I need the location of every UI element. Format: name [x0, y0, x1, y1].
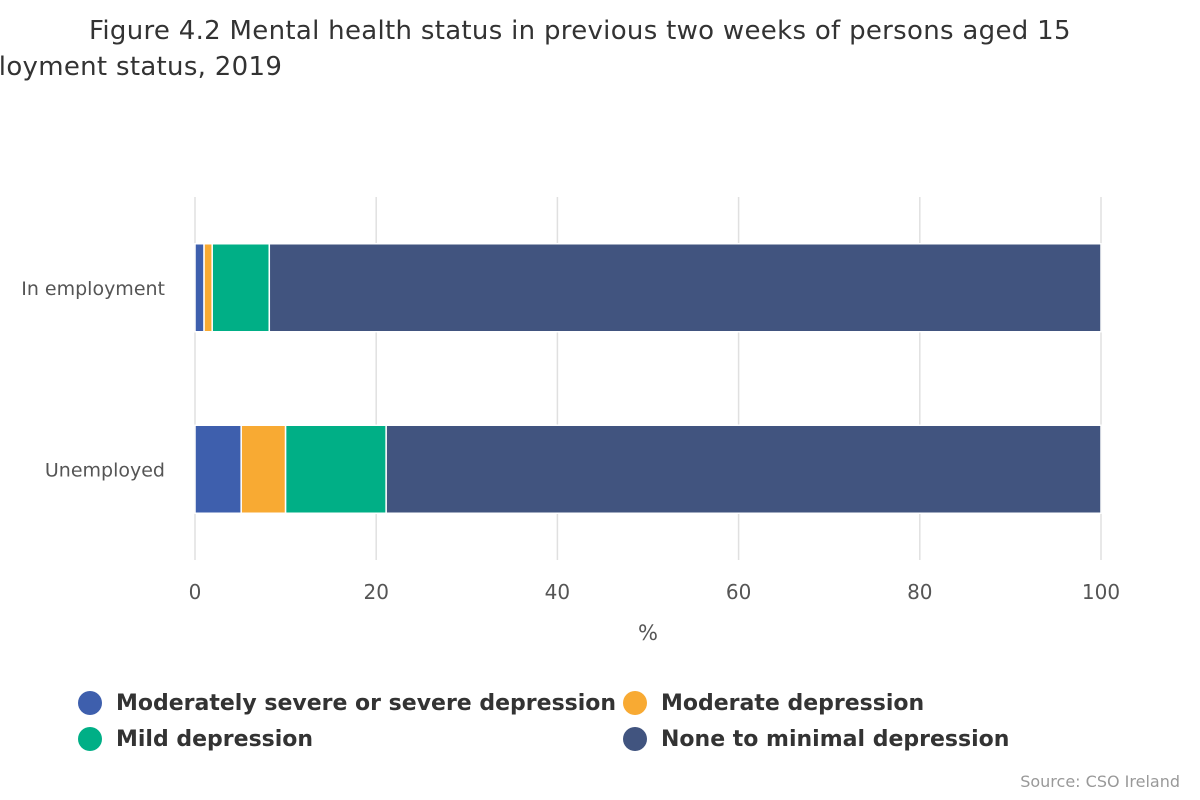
- legend-label-1: Moderate depression: [661, 690, 925, 716]
- x-tick-label-5: 100: [1082, 580, 1120, 604]
- category-label-1: Unemployed: [45, 459, 165, 481]
- bar-chart-plot: In employment Unemployed 0 20 40 60 80 100 %: [21, 197, 1120, 645]
- bar-0-2[interactable]: [211, 243, 271, 333]
- legend-swatch-2: [78, 727, 102, 751]
- legend-label-2: Mild depression: [116, 726, 314, 752]
- legend-item-0[interactable]: Moderately severe or severe depression: [78, 686, 616, 720]
- legend: Moderately severe or severe depression Mo…: [78, 686, 1078, 758]
- chart-credits: Source: CSO Ireland: [1020, 772, 1180, 791]
- x-axis-title: %: [638, 621, 658, 645]
- bar-0-3[interactable]: [268, 243, 1102, 333]
- bar-1-3[interactable]: [385, 424, 1102, 514]
- bar-1-0[interactable]: [194, 424, 242, 514]
- x-tick-label-0: 0: [189, 580, 202, 604]
- legend-item-3[interactable]: None to minimal depression: [623, 722, 1009, 756]
- bar-0-0[interactable]: [194, 243, 205, 333]
- legend-swatch-1: [623, 691, 647, 715]
- chart-title: Figure 4.2 Mental health status in previ…: [0, 14, 1200, 84]
- category-label-0: In employment: [21, 278, 165, 300]
- legend-swatch-0: [78, 691, 102, 715]
- legend-label-0: Moderately severe or severe depression: [116, 690, 617, 716]
- x-tick-label-3: 60: [726, 580, 751, 604]
- legend-label-3: None to minimal depression: [661, 726, 1010, 752]
- legend-swatch-3: [623, 727, 647, 751]
- chart-title-line-2: ployment status, 2019: [0, 52, 283, 82]
- x-tick-label-2: 40: [545, 580, 570, 604]
- x-tick-label-1: 20: [363, 580, 388, 604]
- x-tick-label-4: 80: [907, 580, 932, 604]
- bar-1-1[interactable]: [240, 424, 287, 514]
- legend-item-1[interactable]: Moderate depression: [623, 686, 924, 720]
- x-axis-ticks: 0 20 40 60 80 100: [189, 580, 1120, 604]
- bar-series: [194, 243, 1102, 514]
- category-labels: In employment Unemployed: [21, 278, 165, 482]
- bar-0-1[interactable]: [203, 243, 213, 333]
- legend-item-2[interactable]: Mild depression: [78, 722, 313, 756]
- bar-1-2[interactable]: [284, 424, 387, 514]
- chart-title-line-1: Figure 4.2 Mental health status in previ…: [89, 16, 1071, 46]
